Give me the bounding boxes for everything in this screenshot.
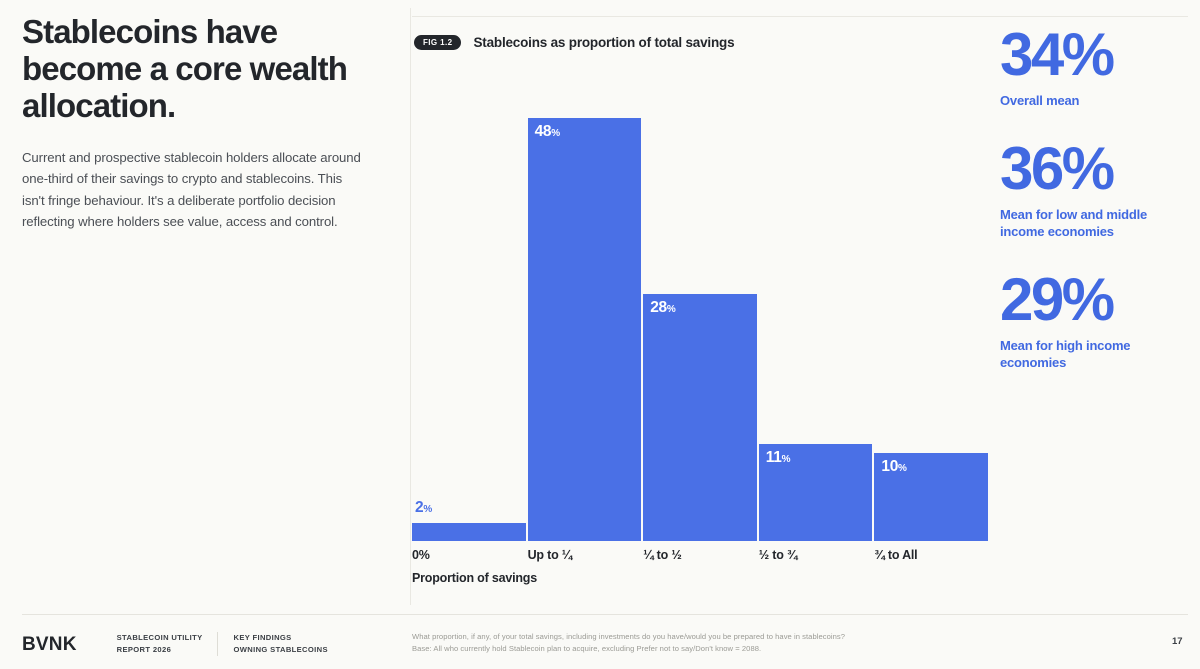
stat-callout: 34% Overall mean [1000,21,1190,110]
footer-rule [22,614,1188,615]
footer-meta-report-line2: REPORT 2026 [116,644,172,654]
top-rule [412,16,1188,17]
bar-value-label: 2% [415,499,432,517]
x-axis-tick: 0% [412,548,430,562]
stat-value: 36% [1000,134,1115,202]
stat-label: Mean for low and middle income economies [1000,206,1148,240]
bar-slot: 2% [412,100,528,541]
bar: 10% [874,452,988,541]
bar-value-label: 10% [881,457,907,475]
footer-meta-section: KEY FINDINGS OWNING STABLECOINS [216,632,342,656]
bar: 2% [412,499,526,541]
bar: 11% [758,443,873,541]
footer-meta-report-line1: STABLECOIN UTILITY [116,633,203,642]
bar-series: 2% 48% 28% 11% 10% [412,100,990,541]
stat-label: Mean for high income economies [1000,337,1131,371]
stat-value: 34% [1000,21,1115,88]
stat-label: Overall mean [1000,93,1080,108]
bar-value-label: 11% [765,448,791,466]
figure-badge: FIG 1.2 [414,35,462,50]
footer-meta: STABLECOIN UTILITY REPORT 2026 KEY FINDI… [117,632,342,656]
x-axis-title: Proportion of savings [412,571,537,585]
x-axis-tick: Up to ¼ [527,548,573,562]
bar-chart: 2% 48% 28% 11% 10% [412,100,990,541]
chart-title: Stablecoins as proportion of total savin… [473,35,735,50]
brand-logo: BVNK [22,634,77,655]
stat-callout: 29% Mean for high income economies [1000,265,1190,372]
chart-footnote: What proportion, if any, of your total s… [412,631,845,656]
stat-callout: 36% Mean for low and middle income econom… [1000,134,1190,241]
footer: BVNK STABLECOIN UTILITY REPORT 2026 KEY … [22,632,342,656]
bar-value-label: 48% [534,122,561,140]
vertical-divider [410,8,411,605]
footer-meta-section-line2: OWNING STABLECOINS [233,644,328,654]
page-title: Stablecoins have become a core wealth al… [22,13,348,124]
bar-value-label: 28% [650,299,676,317]
chart-header: FIG 1.2 Stablecoins as proportion of tot… [414,35,735,50]
bar-slot: 10% [874,100,990,541]
x-axis-tick: ¾ to All [874,548,918,562]
editorial-panel: Stablecoins have become a core wealth al… [0,0,396,605]
page-number: 17 [1172,636,1183,647]
x-axis-tick: ½ to ¾ [758,548,798,562]
footnote-question: What proportion, if any, of your total s… [412,632,845,641]
footer-meta-section-line1: KEY FINDINGS [233,633,292,642]
bar-slot: 11% [758,100,875,541]
footnote-base: Base: All who currently hold Stablecoin … [412,644,762,654]
bar: 48% [527,117,642,541]
footer-meta-report: STABLECOIN UTILITY REPORT 2026 [117,632,217,656]
bar-slot: 28% [643,100,759,541]
x-axis-tick: ¼ to ½ [643,548,682,562]
body-copy: Current and prospective stablecoin holde… [22,149,361,229]
bar: 28% [643,294,757,541]
stat-callouts: 34% Overall mean 36% Mean for low and middl… [1000,21,1190,402]
x-axis-tick-labels: 0% Up to ¼ ¼ to ½ ½ to ¾ ¾ to All [412,548,990,562]
stat-value: 29% [1000,265,1115,333]
bar-slot: 48% [527,100,644,541]
